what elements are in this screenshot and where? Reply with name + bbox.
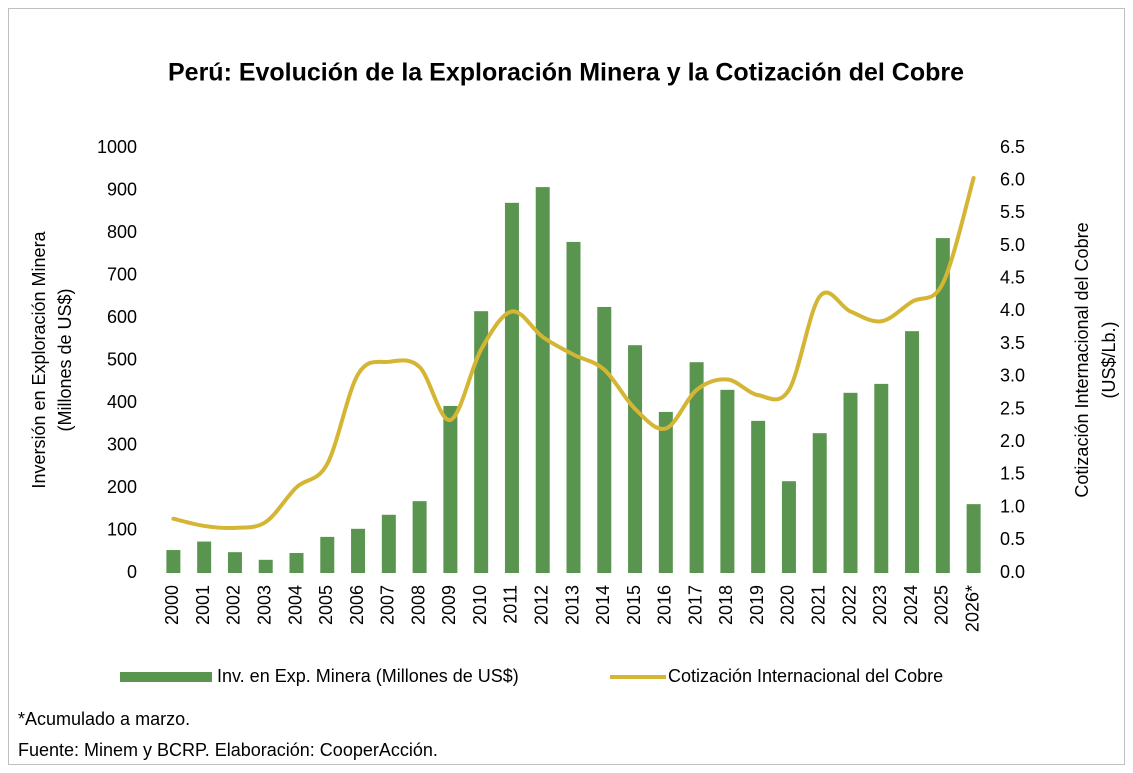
y2-tick-label: 1.5 [1000,464,1025,484]
chart-title: Perú: Evolución de la Exploración Minera… [168,59,964,87]
x-tick-label: 2008 [408,585,428,625]
bar [628,345,643,573]
bar [258,559,273,573]
bar [227,552,242,573]
y2-tick-label: 2.5 [1000,398,1025,418]
y2-tick-label: 5.0 [1000,235,1025,255]
bar [566,241,581,574]
x-tick-label: 2026* [962,585,982,632]
x-tick-label: 2004 [285,585,305,625]
bar [597,306,612,573]
bar [658,411,673,573]
y-tick-label: 500 [107,349,137,369]
bar [966,504,981,573]
x-tick-label: 2005 [316,585,336,625]
legend-label: Inv. en Exp. Minera (Millones de US$) [217,666,519,686]
bar [905,331,920,573]
y2-axis-title: Cotización Internacional del Cobre [1072,222,1092,497]
legend-label: Cotización Internacional del Cobre [668,666,943,686]
bar [381,514,396,573]
y2-tick-label: 6.5 [1000,137,1025,157]
x-tick-label: 2003 [254,585,274,625]
y2-tick-label: 4.0 [1000,300,1025,320]
y-tick-label: 200 [107,477,137,497]
x-tick-label: 2016 [655,585,675,625]
y2-tick-label: 0.5 [1000,529,1025,549]
y2-tick-label: 6.0 [1000,169,1025,189]
y-tick-label: 800 [107,222,137,242]
x-tick-label: 2019 [747,585,767,625]
line [171,176,976,531]
x-tick-label: 2017 [685,585,705,625]
y2-tick-label: 5.5 [1000,202,1025,222]
x-tick-label: 2024 [901,585,921,625]
y2-tick-label: 1.0 [1000,496,1025,516]
y2-tick-label: 2.0 [1000,431,1025,451]
y-tick-label: 600 [107,307,137,327]
bar [289,553,304,573]
x-tick-label: 2010 [470,585,490,625]
bar [320,536,335,573]
y-tick-label: 900 [107,179,137,199]
x-tick-label: 2012 [531,585,551,625]
y-tick-label: 400 [107,392,137,412]
x-tick-label: 2018 [716,585,736,625]
y-tick-label: 700 [107,264,137,284]
bar [535,187,550,573]
x-tick-label: 2013 [562,585,582,625]
bar [689,362,704,573]
x-tick-label: 2011 [501,585,521,624]
bar [412,501,427,573]
bar [720,389,735,573]
note: Fuente: Minem y BCRP. Elaboración: Coope… [18,740,438,760]
bar [874,383,889,573]
x-tick-label: 2020 [778,585,798,625]
y-tick-label: 100 [107,519,137,539]
bar [504,202,519,573]
bar [443,405,458,573]
y2-tick-label: 0.0 [1000,562,1025,582]
y2-axis-title: (US$/Lb.) [1099,321,1119,398]
x-tick-label: 2002 [224,585,244,625]
x-tick-label: 2001 [193,585,213,625]
bar [935,238,950,573]
bar [751,420,766,573]
x-tick-label: 2000 [162,585,182,625]
note: *Acumulado a marzo. [18,709,190,729]
bar [166,550,181,573]
bar [351,528,366,573]
y-tick-label: 300 [107,434,137,454]
x-tick-label: 2015 [624,585,644,625]
x-tick-label: 2023 [870,585,890,625]
legend-swatch [120,672,212,682]
bar [197,541,212,573]
y-tick-label: 0 [127,562,137,582]
x-tick-label: 2014 [593,585,613,625]
y-axis-title: Inversión en Exploración Minera [29,230,49,488]
x-tick-label: 2025 [932,585,952,625]
y-tick-label: 1000 [97,137,137,157]
bar [781,481,796,573]
x-tick-label: 2022 [839,585,859,625]
y-axis-title: (Millones de US$) [55,288,75,431]
x-tick-label: 2021 [808,585,828,625]
bar [843,392,858,573]
y2-tick-label: 3.0 [1000,366,1025,386]
y2-tick-label: 3.5 [1000,333,1025,353]
x-tick-label: 2007 [378,585,398,625]
bar [474,311,489,573]
x-tick-label: 2009 [439,585,459,625]
y2-tick-label: 4.5 [1000,268,1025,288]
bar [812,433,827,573]
x-tick-label: 2006 [347,585,367,625]
